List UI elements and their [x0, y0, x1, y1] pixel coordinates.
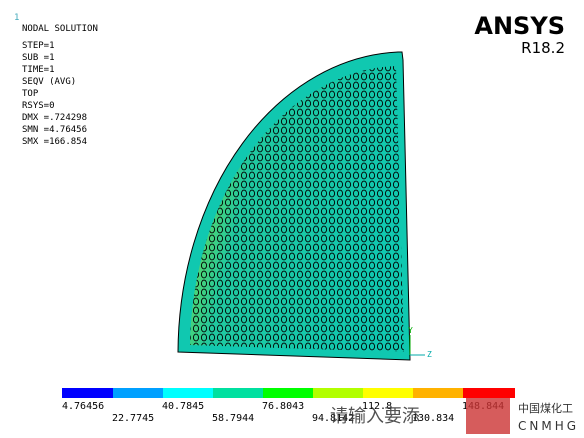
window-number: 1: [14, 13, 19, 23]
version: R18.2: [521, 39, 565, 57]
triad-y: Y: [408, 326, 413, 335]
info-line: RSYS=0: [22, 101, 55, 111]
info-line: NODAL SOLUTION: [22, 24, 98, 34]
hole-pattern: [190, 66, 404, 352]
info-block: NODAL SOLUTION STEP=1 SUB =1 TIME=1 SEQV (AV…: [22, 24, 98, 147]
legend-label: 22.7745: [112, 413, 154, 424]
brand: ANSYS: [474, 12, 565, 40]
legend-bar: [62, 388, 515, 398]
logo-en: CNMHG: [518, 419, 579, 433]
triad: Y Z: [408, 326, 432, 359]
logo-cn: 中国煤化工: [518, 401, 573, 415]
legend-label: 4.76456: [62, 401, 104, 412]
legend-label: 112.8: [362, 401, 392, 412]
info-line: TIME=1: [22, 65, 55, 75]
watermark: 请输入要添 中国煤化工 CNMHG: [330, 398, 579, 434]
model: [177, 51, 411, 361]
legend-label: 94.8142: [312, 413, 354, 424]
info-line: SEQV (AVG): [22, 77, 76, 87]
watermark-text: 请输入要添: [330, 406, 420, 427]
triad-z: Z: [427, 350, 432, 359]
info-line: TOP: [22, 89, 39, 99]
legend-label: 58.7944: [212, 413, 254, 424]
legend-label: 40.7845: [162, 401, 204, 412]
info-line: DMX =.724298: [22, 113, 87, 123]
legend-label: 130.834: [412, 413, 454, 424]
info-line: SMX =166.854: [22, 137, 87, 147]
info-line: SUB =1: [22, 53, 55, 63]
info-line: SMN =4.76456: [22, 125, 87, 135]
info-line: STEP=1: [22, 41, 55, 51]
legend-label: 76.8043: [262, 401, 304, 412]
